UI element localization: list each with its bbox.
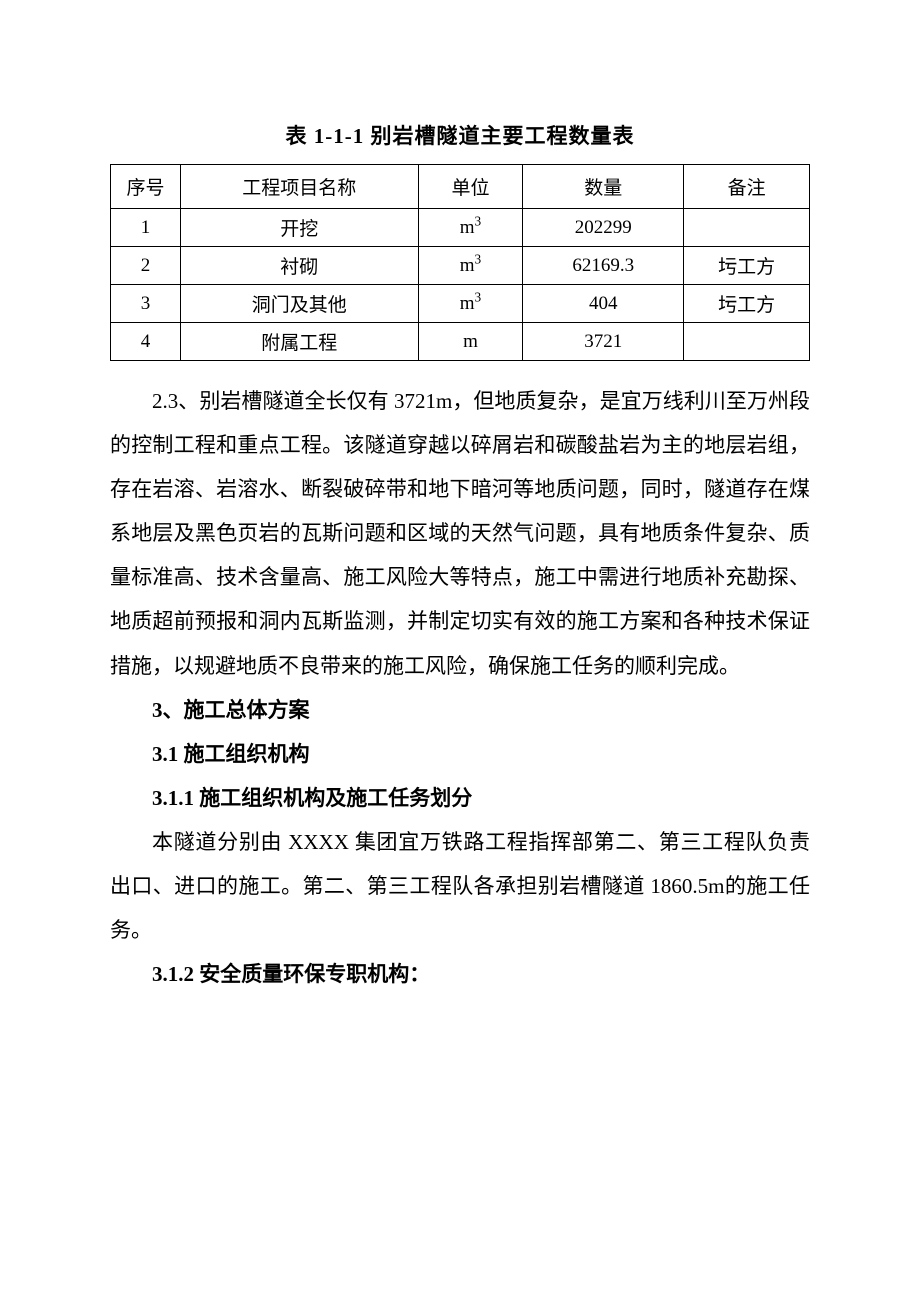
cell-seq: 4: [111, 323, 181, 361]
document-page: 表 1-1-1 别岩槽隧道主要工程数量表 序号 工程项目名称 单位 数量 备注 …: [0, 0, 920, 1302]
cell-note: [684, 209, 810, 247]
col-header-unit: 单位: [418, 165, 523, 209]
cell-qty: 404: [523, 285, 684, 323]
cell-name: 洞门及其他: [180, 285, 418, 323]
col-header-qty: 数量: [523, 165, 684, 209]
unit-sup: 3: [475, 289, 482, 304]
cell-qty: 3721: [523, 323, 684, 361]
table-header-row: 序号 工程项目名称 单位 数量 备注: [111, 165, 810, 209]
unit-base: m: [460, 217, 475, 238]
cell-note: 圬工方: [684, 285, 810, 323]
cell-note: 圬工方: [684, 247, 810, 285]
unit-sup: 3: [475, 213, 482, 228]
table-title: 表 1-1-1 别岩槽隧道主要工程数量表: [110, 120, 810, 150]
paragraph-2-3: 2.3、别岩槽隧道全长仅有 3721m，但地质复杂，是宜万线利川至万州段的控制工…: [110, 379, 810, 688]
cell-qty: 202299: [523, 209, 684, 247]
cell-seq: 1: [111, 209, 181, 247]
unit-sup: 3: [475, 251, 482, 266]
heading-3-1-1: 3.1.1 施工组织机构及施工任务划分: [110, 776, 810, 820]
cell-seq: 3: [111, 285, 181, 323]
cell-name: 衬砌: [180, 247, 418, 285]
unit-base: m: [460, 293, 475, 314]
cell-note: [684, 323, 810, 361]
cell-qty: 62169.3: [523, 247, 684, 285]
cell-name: 附属工程: [180, 323, 418, 361]
heading-3-1-2: 3.1.2 安全质量环保专职机构：: [110, 952, 810, 996]
cell-name: 开挖: [180, 209, 418, 247]
heading-3: 3、施工总体方案: [110, 688, 810, 732]
cell-seq: 2: [111, 247, 181, 285]
col-header-seq: 序号: [111, 165, 181, 209]
unit-base: m: [460, 255, 475, 276]
col-header-name: 工程项目名称: [180, 165, 418, 209]
cell-unit: m3: [418, 209, 523, 247]
cell-unit: m: [418, 323, 523, 361]
heading-3-1: 3.1 施工组织机构: [110, 732, 810, 776]
quantity-table: 序号 工程项目名称 单位 数量 备注 1 开挖 m3 202299 2 衬砌 m…: [110, 164, 810, 361]
cell-unit: m3: [418, 285, 523, 323]
table-row: 4 附属工程 m 3721: [111, 323, 810, 361]
paragraph-3-1-1: 本隧道分别由 XXXX 集团宜万铁路工程指挥部第二、第三工程队负责出口、进口的施…: [110, 820, 810, 952]
table-row: 2 衬砌 m3 62169.3 圬工方: [111, 247, 810, 285]
table-row: 1 开挖 m3 202299: [111, 209, 810, 247]
table-row: 3 洞门及其他 m3 404 圬工方: [111, 285, 810, 323]
col-header-note: 备注: [684, 165, 810, 209]
cell-unit: m3: [418, 247, 523, 285]
unit-base: m: [463, 331, 478, 352]
